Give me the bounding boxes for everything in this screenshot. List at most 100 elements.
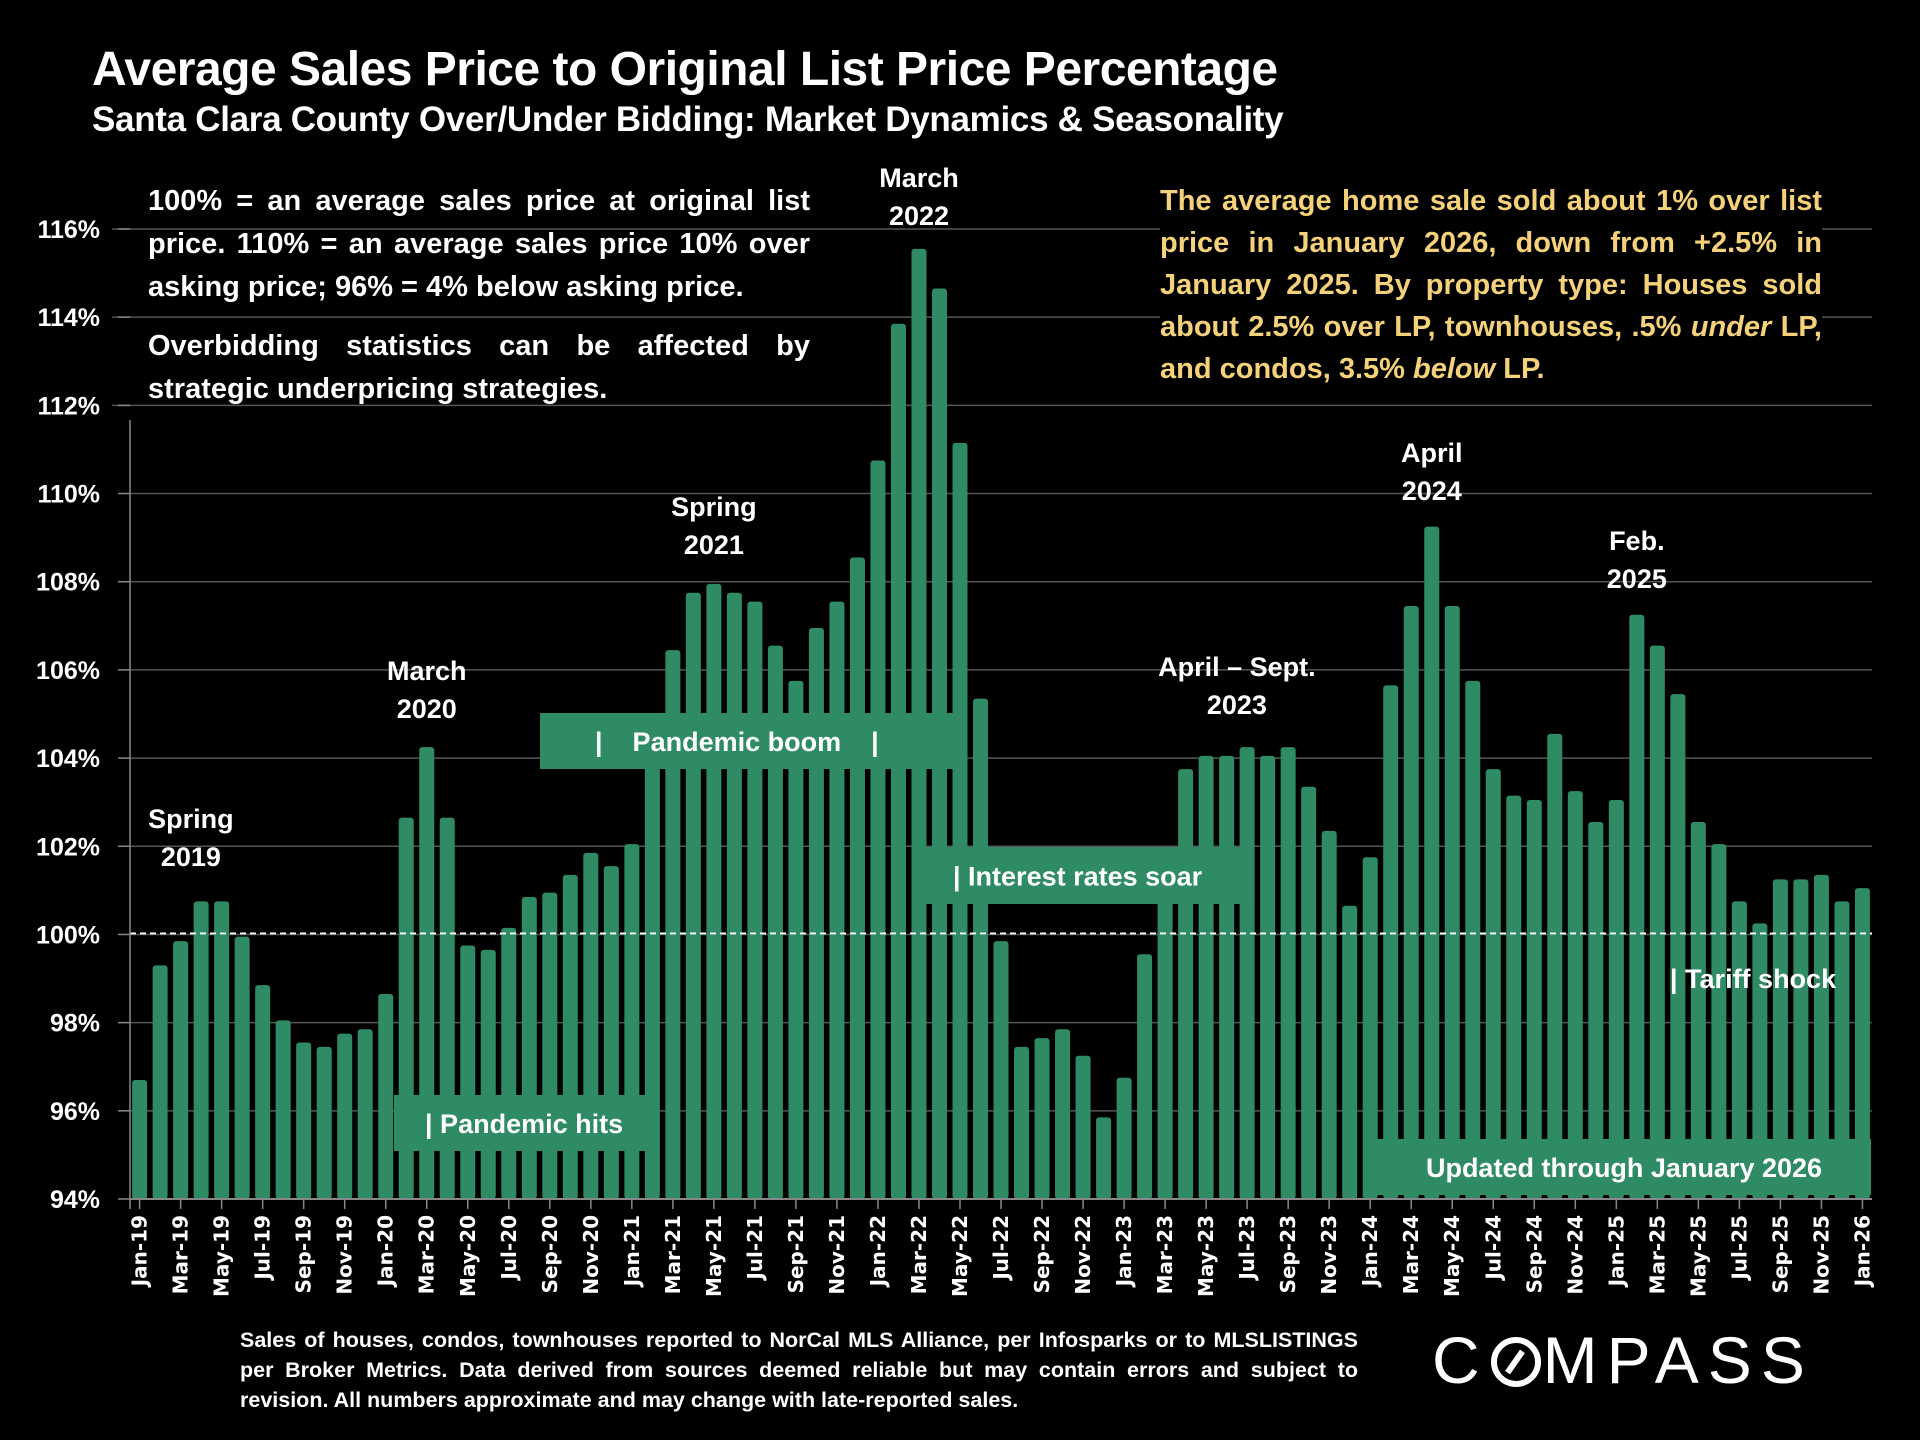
bar-May-20 bbox=[460, 945, 476, 1199]
bar-Aug-22 bbox=[1014, 1046, 1030, 1199]
bar-May-24 bbox=[1444, 605, 1460, 1199]
bar-May-23 bbox=[1198, 755, 1214, 1199]
x-tick-label: Jul-23 bbox=[1235, 1215, 1259, 1282]
bar-Jan-20 bbox=[378, 993, 394, 1199]
x-tick-label: Nov-19 bbox=[333, 1215, 357, 1295]
bar-Nov-22 bbox=[1075, 1055, 1091, 1199]
bar-Jan-26 bbox=[1854, 888, 1870, 1199]
chart-title: Average Sales Price to Original List Pri… bbox=[92, 43, 1278, 96]
bar-Sep-20 bbox=[542, 892, 558, 1199]
bar-Jun-23 bbox=[1219, 755, 1235, 1199]
x-tick-label: Mar-20 bbox=[415, 1215, 439, 1294]
peak-annotation: March bbox=[387, 656, 467, 686]
event-label-box bbox=[1365, 1139, 1871, 1195]
bar-Jul-25 bbox=[1731, 901, 1747, 1199]
x-tick-label: Jan-19 bbox=[128, 1215, 152, 1288]
bar-Jul-23 bbox=[1239, 747, 1255, 1199]
peak-annotation: 2024 bbox=[1402, 476, 1462, 506]
summary-note-part: under bbox=[1690, 311, 1772, 343]
bar-Sep-19 bbox=[296, 1042, 312, 1199]
x-tick-label: Nov-20 bbox=[579, 1215, 603, 1295]
y-tick-label: 94% bbox=[50, 1186, 100, 1214]
y-tick-label: 110% bbox=[37, 481, 100, 509]
summary-note-part: below bbox=[1413, 353, 1496, 385]
x-tick-label: May-19 bbox=[210, 1215, 234, 1297]
bar-Sep-24 bbox=[1526, 799, 1542, 1199]
bar-Oct-25 bbox=[1793, 879, 1809, 1199]
source-footnote: Sales of houses, condos, townhouses repo… bbox=[240, 1328, 1358, 1412]
x-tick-label: Jul-21 bbox=[743, 1215, 767, 1282]
bar-Jul-21 bbox=[747, 601, 763, 1199]
bar-Feb-25 bbox=[1629, 614, 1645, 1199]
bar-Jan-22 bbox=[870, 460, 886, 1199]
bar-Sep-21 bbox=[788, 680, 804, 1199]
x-tick-label: Nov-23 bbox=[1317, 1215, 1341, 1295]
bar-Jan-23 bbox=[1116, 1077, 1132, 1199]
peak-annotation: 2019 bbox=[161, 842, 221, 872]
x-tick-label: Sep-23 bbox=[1276, 1215, 1300, 1293]
event-label-text: | Interest rates soar bbox=[953, 862, 1203, 892]
bar-Oct-24 bbox=[1547, 733, 1563, 1199]
y-tick-label: 100% bbox=[36, 921, 100, 949]
y-tick-label: 96% bbox=[50, 1098, 100, 1126]
bar-Apr-23 bbox=[1178, 769, 1194, 1199]
bar-Nov-24 bbox=[1567, 791, 1583, 1199]
peak-annotation: April bbox=[1401, 438, 1463, 468]
bar-Aug-20 bbox=[521, 896, 537, 1199]
y-tick-label: 114% bbox=[37, 304, 100, 332]
bar-Mar-21 bbox=[665, 650, 681, 1199]
event-label: | Tariff shock bbox=[1670, 964, 1837, 994]
event-label-text: | Tariff shock bbox=[1670, 964, 1837, 994]
bar-Oct-23 bbox=[1301, 786, 1317, 1199]
bar-Dec-25 bbox=[1834, 901, 1850, 1199]
event-label: Updated through January 2026 bbox=[1365, 1139, 1871, 1195]
event-label: | Interest rates soar bbox=[916, 847, 1251, 904]
x-tick-label: May-20 bbox=[456, 1215, 480, 1297]
summary-note-part: LP, and condos, 3.5% bbox=[1160, 311, 1822, 385]
event-label-text: Updated through January 2026 bbox=[1426, 1153, 1822, 1183]
summary-note-part: LP. bbox=[1495, 353, 1545, 385]
bar-Sep-22 bbox=[1034, 1038, 1050, 1199]
y-tick-label: 108% bbox=[36, 569, 100, 597]
peak-annotation: April – Sept. bbox=[1158, 652, 1316, 682]
x-tick-label: Mar-21 bbox=[661, 1215, 685, 1294]
event-label-text: | Pandemic hits bbox=[425, 1109, 623, 1139]
x-tick-label: Nov-25 bbox=[1809, 1215, 1833, 1295]
bar-Mar-25 bbox=[1649, 645, 1665, 1199]
x-tick-label: Jan-25 bbox=[1604, 1215, 1628, 1288]
annotations: Spring 2019 March 2020 Spring 2021 March 2022 Ap… bbox=[148, 163, 1667, 872]
x-tick-label: May-25 bbox=[1686, 1215, 1710, 1297]
bar-Mar-23 bbox=[1157, 868, 1173, 1199]
peak-annotation: 2025 bbox=[1607, 564, 1667, 594]
event-label-text: | Pandemic boom | bbox=[595, 727, 879, 757]
bar-Nov-25 bbox=[1813, 874, 1829, 1199]
bar-Dec-24 bbox=[1588, 822, 1604, 1199]
event-label-box bbox=[540, 713, 967, 769]
bar-Jan-24 bbox=[1362, 857, 1378, 1199]
bar-May-25 bbox=[1690, 822, 1706, 1199]
peak-annotation: Feb. bbox=[1609, 526, 1665, 556]
compass-o-icon bbox=[1490, 1337, 1541, 1387]
x-tick-label: Jan-23 bbox=[1112, 1215, 1136, 1288]
definition-note: 100% = an average sales price at origina… bbox=[148, 180, 810, 427]
bar-Oct-19 bbox=[316, 1046, 332, 1199]
y-tick-label: 102% bbox=[36, 833, 100, 861]
y-axis-ticks: 94% 96% 98% 100% 102% 104% 106% 108% 110% 112% 114… bbox=[36, 216, 100, 1214]
bar-May-22 bbox=[952, 442, 968, 1199]
x-tick-label: Jan-26 bbox=[1850, 1215, 1874, 1288]
bar-Feb-24 bbox=[1383, 685, 1399, 1199]
bar-Nov-21 bbox=[829, 601, 845, 1199]
bar-Jun-20 bbox=[480, 949, 496, 1199]
x-tick-label: Mar-19 bbox=[169, 1215, 193, 1294]
x-tick-label: May-22 bbox=[948, 1215, 972, 1297]
x-tick-label: Sep-20 bbox=[538, 1215, 562, 1293]
x-axis-ticks: Jan-19 Mar-19 May-19 Jul-19 Sep-19 Nov-19 Jan-… bbox=[128, 1199, 1874, 1297]
x-tick-label: Jul-24 bbox=[1481, 1215, 1505, 1282]
definition-note-p1: 100% = an average sales price at origina… bbox=[148, 185, 810, 303]
x-tick-label: Sep-21 bbox=[784, 1215, 808, 1293]
bar-Jun-21 bbox=[726, 592, 742, 1199]
peak-annotation: Spring bbox=[671, 492, 757, 522]
bar-Feb-23 bbox=[1137, 954, 1153, 1199]
bar-Nov-19 bbox=[337, 1033, 353, 1199]
x-tick-label: Sep-19 bbox=[292, 1215, 316, 1293]
